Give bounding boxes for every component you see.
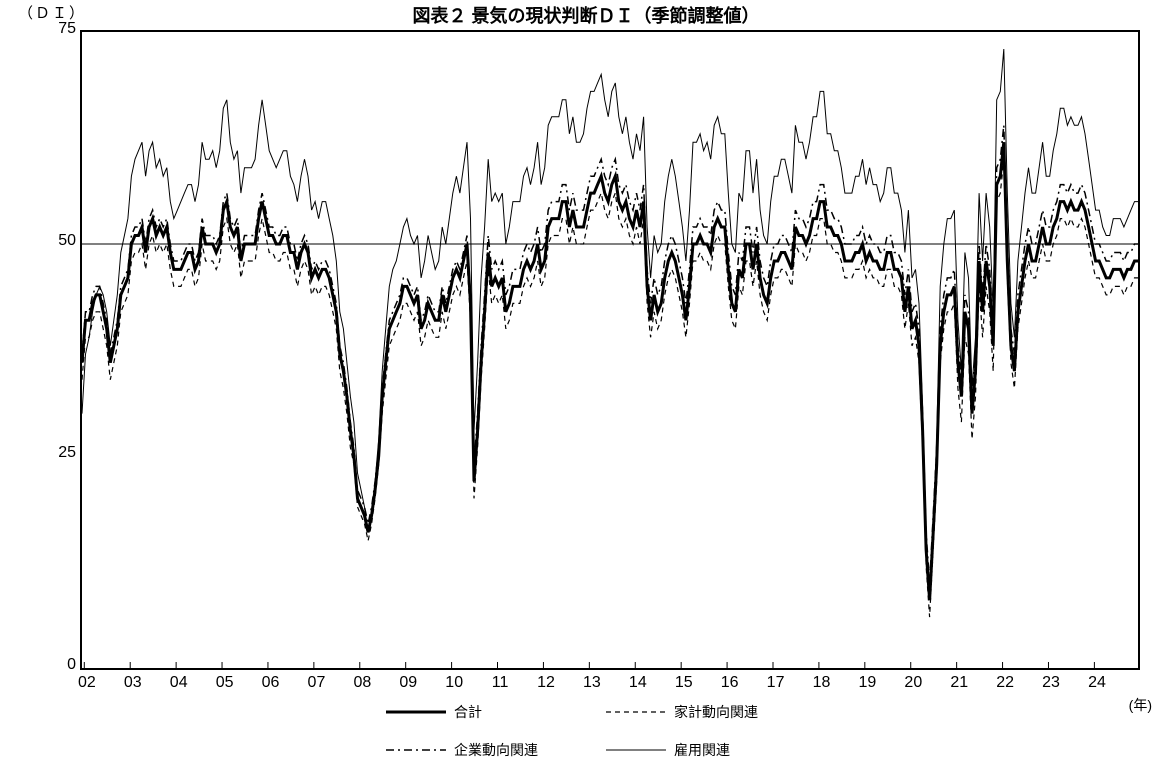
- x-tick-label: 13: [583, 674, 601, 692]
- legend-swatch-household: [606, 706, 666, 718]
- x-tick-label: 02: [78, 674, 96, 692]
- legend-item-employment: 雇用関連: [606, 740, 786, 760]
- x-tick-label: 10: [445, 674, 463, 692]
- legend-label-household: 家計動向関連: [674, 702, 758, 722]
- x-tick-label: 04: [170, 674, 188, 692]
- x-tick-label: 09: [399, 674, 417, 692]
- x-tick-label: 06: [262, 674, 280, 692]
- legend-row-2: 企業動向関連 雇用関連: [0, 740, 1172, 760]
- legend-swatch-employment: [606, 744, 666, 756]
- legend-item-total: 合計: [386, 702, 566, 722]
- legend-swatch-corporate: [386, 744, 446, 756]
- series-家計動向関連: [82, 159, 1138, 617]
- chart-title: 図表２ 景気の現状判断ＤＩ（季節調整値）: [0, 2, 1172, 28]
- x-tick-label: 24: [1088, 674, 1106, 692]
- legend-label-corporate: 企業動向関連: [454, 740, 538, 760]
- x-tick-label: 18: [813, 674, 831, 692]
- y-tick-label: 0: [26, 656, 76, 674]
- x-tick-label: 12: [537, 674, 555, 692]
- x-tick-label: 15: [675, 674, 693, 692]
- y-tick-label: 75: [26, 20, 76, 38]
- legend-swatch-total: [386, 706, 446, 718]
- legend-label-total: 合計: [454, 702, 482, 722]
- x-tick-label: 14: [629, 674, 647, 692]
- x-tick-label: 22: [996, 674, 1014, 692]
- x-tick-label: 07: [308, 674, 326, 692]
- x-tick-label: 20: [904, 674, 922, 692]
- y-tick-label: 25: [26, 444, 76, 462]
- x-tick-label: 21: [950, 674, 968, 692]
- chart-container: （ＤＩ） 図表２ 景気の現状判断ＤＩ（季節調整値） 0255075 020304…: [0, 0, 1172, 770]
- x-tick-label: 05: [216, 674, 234, 692]
- legend-item-corporate: 企業動向関連: [386, 740, 566, 760]
- series-雇用関連: [82, 49, 1138, 600]
- x-tick-label: 11: [492, 674, 509, 692]
- legend-row-1: 合計 家計動向関連: [0, 702, 1172, 722]
- x-tick-label: 08: [353, 674, 371, 692]
- x-tick-label: 17: [767, 674, 785, 692]
- plot-area: [80, 30, 1140, 670]
- legend-label-employment: 雇用関連: [674, 740, 730, 760]
- x-tick-label: 03: [124, 674, 142, 692]
- plot-svg: [82, 32, 1138, 668]
- legend-item-household: 家計動向関連: [606, 702, 786, 722]
- x-tick-label: 16: [721, 674, 739, 692]
- x-tick-label: 23: [1042, 674, 1060, 692]
- y-tick-label: 50: [26, 232, 76, 250]
- x-tick-label: 19: [859, 674, 877, 692]
